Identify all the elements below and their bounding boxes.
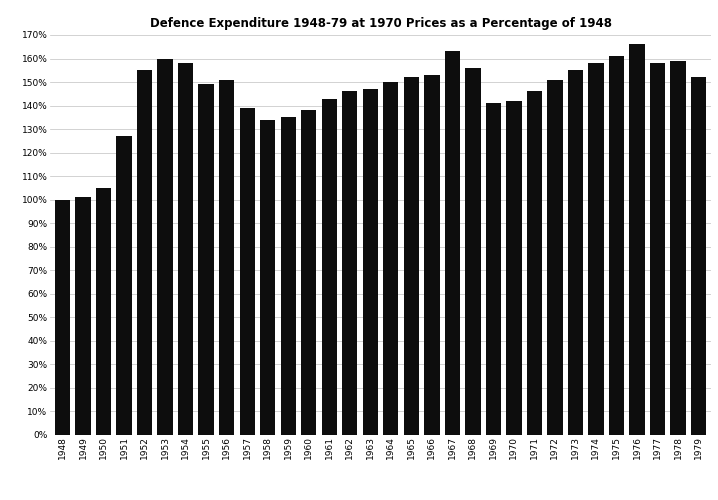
Bar: [691, 78, 707, 435]
Bar: [342, 92, 358, 435]
Bar: [75, 198, 90, 435]
Title: Defence Expenditure 1948-79 at 1970 Prices as a Percentage of 1948: Defence Expenditure 1948-79 at 1970 Pric…: [149, 16, 612, 30]
Bar: [96, 188, 111, 435]
Bar: [219, 80, 234, 435]
Bar: [588, 63, 604, 435]
Bar: [527, 92, 542, 435]
Bar: [404, 78, 419, 435]
Bar: [671, 61, 686, 435]
Bar: [465, 68, 480, 435]
Bar: [650, 63, 665, 435]
Bar: [485, 103, 501, 435]
Bar: [322, 98, 337, 435]
Bar: [301, 110, 317, 435]
Bar: [363, 89, 378, 435]
Bar: [178, 63, 193, 435]
Bar: [424, 75, 439, 435]
Bar: [547, 80, 563, 435]
Bar: [281, 118, 296, 435]
Bar: [116, 136, 132, 435]
Bar: [506, 101, 521, 435]
Bar: [444, 52, 460, 435]
Bar: [260, 120, 276, 435]
Bar: [609, 56, 624, 435]
Bar: [383, 82, 398, 435]
Bar: [55, 200, 70, 435]
Bar: [568, 70, 583, 435]
Bar: [157, 58, 173, 435]
Bar: [240, 108, 255, 435]
Bar: [629, 44, 645, 435]
Bar: [137, 70, 152, 435]
Bar: [198, 84, 214, 435]
